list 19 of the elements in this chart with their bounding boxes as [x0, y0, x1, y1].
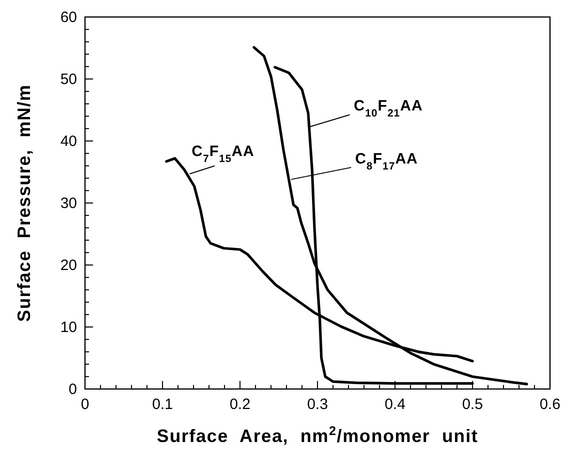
- annotation: C$_{10}$F$_{21}$AA: [354, 98, 423, 120]
- x-tick-label: 0.5: [462, 396, 483, 413]
- x-axis-title: Surface Area, nm$^{2}$/monomer unit: [156, 424, 478, 446]
- y-tick-label: 60: [60, 9, 77, 26]
- y-tick-label: 20: [60, 257, 77, 274]
- y-tick-label: 0: [68, 381, 77, 398]
- x-tick-label: 0.3: [307, 396, 328, 413]
- x-tick-label: 0.6: [540, 396, 560, 413]
- y-tick-label: 10: [60, 319, 77, 336]
- x-tick-label: 0.2: [230, 396, 250, 413]
- annotation: C$_{7}$F$_{15}$AA: [192, 142, 254, 165]
- x-tick-label: 0.4: [384, 396, 406, 413]
- y-axis-title: Surface Pressure, mN/m: [14, 84, 34, 322]
- annotation: C$_{8}$F$_{17}$AA: [355, 150, 418, 172]
- y-tick-label: 50: [60, 71, 77, 88]
- x-tick-label: 0: [80, 396, 90, 413]
- y-tick-label: 30: [60, 195, 77, 212]
- x-tick-label: 0.1: [152, 396, 173, 413]
- y-tick-label: 40: [60, 133, 77, 150]
